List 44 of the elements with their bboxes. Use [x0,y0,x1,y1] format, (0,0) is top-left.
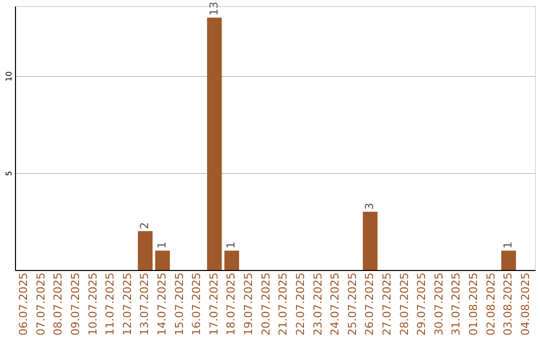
x-tick-label: 29.07.2025 [415,272,428,336]
x-tick-label: 22.07.2025 [294,272,307,336]
x-tick-label: 15.07.2025 [172,272,186,336]
bar [501,250,516,270]
x-tick-label: 02.08.2025 [484,272,498,336]
x-tick-label: 11.07.2025 [104,272,117,336]
data-label: 2 [138,222,152,230]
x-tick-label: 16.07.2025 [190,272,204,336]
x-tick-label: 06.07.2025 [17,272,30,336]
bar [362,212,378,270]
bar [138,231,153,270]
x-tick-label: 04.08.2025 [518,272,532,336]
x-tick-label: 09.07.2025 [69,272,82,336]
x-tick-label: 14.07.2025 [156,272,169,336]
x-tick-label: 13.07.2025 [138,272,152,336]
y-tick-label: 10 [4,71,14,82]
bar [224,250,240,270]
x-tick-label: 19.07.2025 [242,272,256,336]
data-label: 1 [156,242,169,249]
x-tick-label: 31.07.2025 [450,272,463,336]
x-tick-label: 10.07.2025 [86,272,100,336]
x-tick-label: 20.07.2025 [259,272,272,336]
x-tick-label: 26.07.2025 [363,272,376,336]
bar [155,250,170,270]
data-label: 3 [363,202,376,210]
x-tick-label: 25.07.2025 [346,272,359,336]
data-label: 13 [207,2,220,16]
x-tick-label: 21.07.2025 [276,272,290,336]
x-tick-label: 12.07.2025 [120,272,134,336]
x-tick-label: 23.07.2025 [311,272,324,336]
x-tick-label: 01.08.2025 [467,272,480,336]
bar [207,18,222,270]
x-tick-label: 28.07.2025 [398,272,411,336]
x-tick-label: 08.07.2025 [52,272,65,336]
y-tick-label: 5 [4,170,14,176]
x-tick-label: 07.07.2025 [34,272,48,336]
data-label: 1 [502,242,515,249]
x-tick-label: 24.07.2025 [328,272,342,336]
data-label: 1 [224,242,238,249]
x-tick-label: 30.07.2025 [432,272,446,336]
x-tick-label: 27.07.2025 [380,272,394,336]
x-tick-label: 18.07.2025 [224,272,238,336]
x-tick-label: 17.07.2025 [207,272,220,336]
x-tick-label: 03.08.2025 [502,272,515,336]
